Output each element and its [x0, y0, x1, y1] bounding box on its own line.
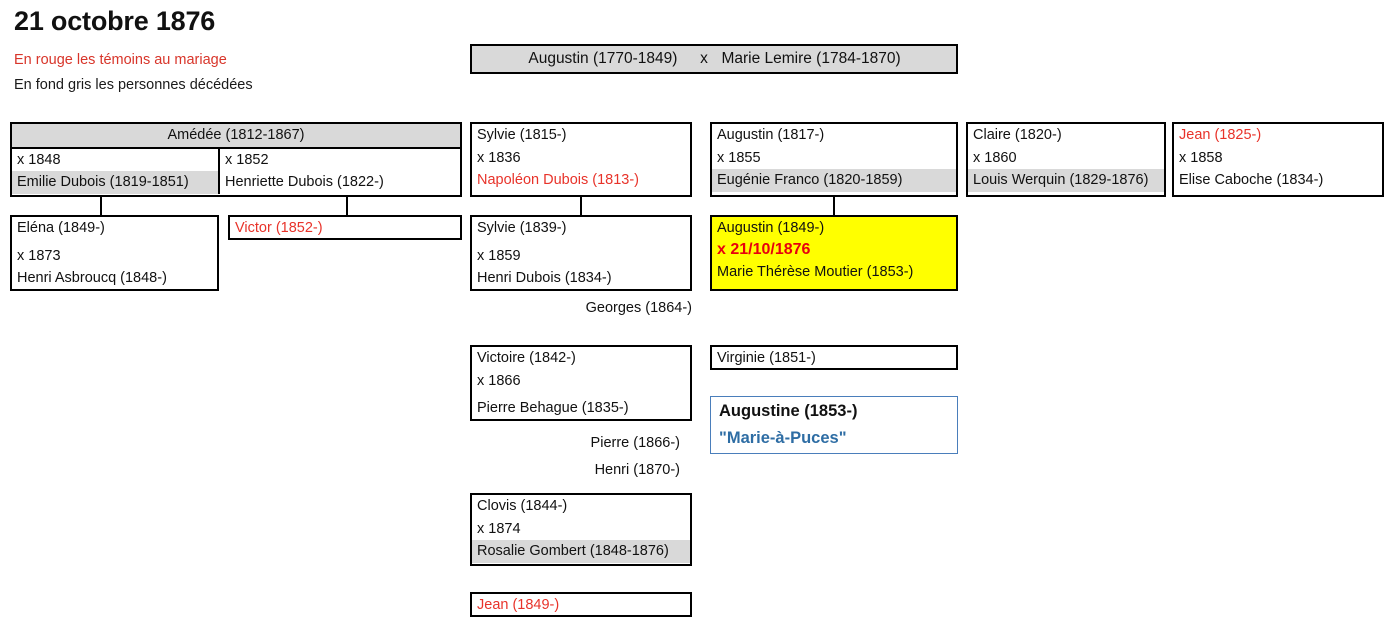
elena-spouse: Henri Asbroucq (1848-) [17, 270, 167, 286]
person-box-sylvie-1839[interactable]: Sylvie (1839-) x 1859 Henri Dubois (1834… [470, 215, 692, 291]
victoire-date: x 1866 [477, 372, 521, 389]
child-label-pierre: Pierre (1866-) [590, 435, 680, 451]
augustin-1817-name: Augustin (1817-) [717, 127, 825, 143]
sylvie-1839-spouse: Henri Dubois (1834-) [477, 270, 612, 286]
child-label-georges: Georges (1864-) [585, 300, 692, 316]
connector-amedee-to-elena [100, 197, 102, 215]
jean-1825-date: x 1858 [1179, 149, 1223, 166]
amedee-marriage-2[interactable]: x 1852 Henriette Dubois (1822-) [218, 148, 462, 194]
person-box-augustin-1817[interactable]: Augustin (1817-) x 1855 Eugénie Franco (… [710, 122, 958, 197]
person-box-augustin-1849-highlight[interactable]: Augustin (1849-) x 21/10/1876 Marie Thér… [710, 215, 958, 291]
victor-name: Victor (1852-) [235, 220, 323, 236]
claire-1820-name: Claire (1820-) [973, 127, 1062, 143]
clovis-name: Clovis (1844-) [477, 498, 568, 514]
jean-1825-spouse: Elise Caboche (1834-) [1179, 172, 1324, 188]
victoire-name: Victoire (1842-) [477, 350, 576, 366]
person-box-jean-1849[interactable]: Jean (1849-) [470, 592, 692, 617]
amedee-name-label: Amédée (1812-1867) [12, 124, 460, 149]
connector-sylvie1815-to-sylvie1839 [580, 197, 582, 215]
amedee-marriage-1[interactable]: x 1848 Emilie Dubois (1819-1851) [12, 149, 218, 194]
amedee-marriage-2-spouse: Henriette Dubois (1822-) [225, 174, 384, 190]
claire-1820-date: x 1860 [973, 149, 1017, 166]
sylvie-1839-name: Sylvie (1839-) [477, 220, 567, 236]
amedee-marriage-1-spouse: Emilie Dubois (1819-1851) [12, 171, 218, 194]
sylvie-1839-date: x 1859 [477, 247, 521, 264]
person-box-victor[interactable]: Victor (1852-) [228, 215, 462, 240]
augustin-1849-marriage-date: x 21/10/1876 [717, 240, 811, 258]
person-box-augustine[interactable]: Augustine (1853-) "Marie-à-Puces" [710, 396, 958, 454]
sylvie-1815-name: Sylvie (1815-) [477, 127, 567, 143]
amedee-marriage-2-date: x 1852 [225, 151, 269, 168]
augustine-name: Augustine (1853-) [719, 402, 858, 420]
person-box-jean-1825[interactable]: Jean (1825-) x 1858 Elise Caboche (1834-… [1172, 122, 1384, 197]
legend-witness-red: En rouge les témoins au mariage [14, 52, 227, 68]
elena-date: x 1873 [17, 247, 61, 264]
person-box-victoire[interactable]: Victoire (1842-) x 1866 Pierre Behague (… [470, 345, 692, 421]
claire-1820-spouse: Louis Werquin (1829-1876) [968, 169, 1164, 192]
elena-name: Eléna (1849-) [17, 220, 105, 236]
connector-augustin1817-to-augustin1849 [833, 197, 835, 215]
jean-1849-name: Jean (1849-) [477, 597, 560, 613]
jean-1825-name: Jean (1825-) [1179, 127, 1262, 143]
person-box-elena[interactable]: Eléna (1849-) x 1873 Henri Asbroucq (184… [10, 215, 219, 291]
person-box-clovis[interactable]: Clovis (1844-) x 1874 Rosalie Gombert (1… [470, 493, 692, 566]
sylvie-1815-date: x 1836 [477, 149, 521, 166]
page-title: 21 octobre 1876 [14, 6, 216, 36]
victoire-spouse: Pierre Behague (1835-) [477, 400, 629, 416]
person-box-claire-1820[interactable]: Claire (1820-) x 1860 Louis Werquin (182… [966, 122, 1166, 197]
root-wife-label: Marie Lemire (1784-1870) [721, 50, 901, 67]
root-marriage-symbol: x [700, 50, 708, 67]
augustin-1817-date: x 1855 [717, 149, 761, 166]
virginie-name: Virginie (1851-) [717, 350, 816, 366]
augustin-1849-spouse: Marie Thérèse Moutier (1853-) [717, 263, 914, 280]
person-box-sylvie-1815[interactable]: Sylvie (1815-) x 1836 Napoléon Dubois (1… [470, 122, 692, 197]
root-husband-label: Augustin (1770-1849) [528, 50, 678, 67]
augustine-nickname: "Marie-à-Puces" [719, 429, 847, 447]
sylvie-1815-spouse: Napoléon Dubois (1813-) [477, 172, 640, 188]
clovis-date: x 1874 [477, 520, 521, 537]
root-couple-text: Augustin (1770-1849) x Marie Lemire (178… [472, 46, 956, 71]
person-box-amedee[interactable]: Amédée (1812-1867) x 1848 Emilie Dubois … [10, 122, 462, 197]
person-box-virginie[interactable]: Virginie (1851-) [710, 345, 958, 370]
root-couple-box[interactable]: Augustin (1770-1849) x Marie Lemire (178… [470, 44, 958, 74]
legend-deceased-gray: En fond gris les personnes décédées [14, 77, 253, 93]
child-label-henri: Henri (1870-) [594, 462, 680, 478]
clovis-spouse: Rosalie Gombert (1848-1876) [472, 540, 690, 563]
connector-amedee-to-victor [346, 197, 348, 215]
augustin-1849-name: Augustin (1849-) [717, 220, 825, 236]
amedee-marriage-1-date: x 1848 [17, 151, 61, 168]
augustin-1817-spouse: Eugénie Franco (1820-1859) [712, 169, 956, 192]
